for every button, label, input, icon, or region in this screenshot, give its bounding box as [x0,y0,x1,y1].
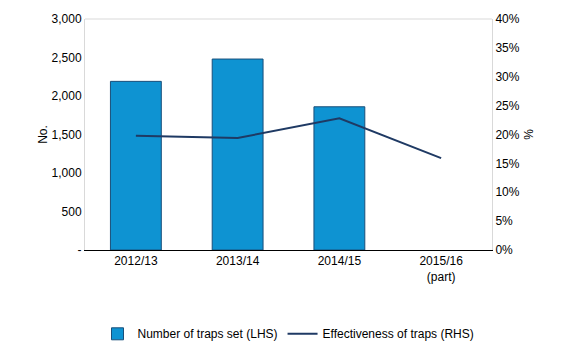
svg-text:1,500: 1,500 [52,128,82,142]
svg-text:2012/13: 2012/13 [114,254,158,268]
svg-text:35%: 35% [495,41,519,55]
svg-text:-: - [78,243,82,257]
svg-text:20%: 20% [495,128,519,142]
svg-text:0%: 0% [495,243,513,257]
svg-text:500: 500 [62,205,82,219]
svg-text:5%: 5% [495,214,513,228]
svg-text:2015/16(part): 2015/16(part) [419,254,463,284]
svg-text:15%: 15% [495,157,519,171]
svg-text:2014/15: 2014/15 [318,254,362,268]
svg-text:1,000: 1,000 [52,166,82,180]
svg-text:2,500: 2,500 [52,51,82,65]
svg-text:3,000: 3,000 [52,12,82,26]
svg-text:2013/14: 2013/14 [216,254,260,268]
svg-text:2,000: 2,000 [52,89,82,103]
svg-text:Effectiveness of traps (RHS): Effectiveness of traps (RHS) [323,327,474,341]
svg-text:Number of traps set (LHS): Number of traps set (LHS) [138,327,278,341]
svg-text:30%: 30% [495,70,519,84]
svg-text:25%: 25% [495,99,519,113]
svg-text:40%: 40% [495,12,519,26]
svg-text:10%: 10% [495,185,519,199]
svg-text:%: % [522,129,536,140]
svg-text:No.: No. [36,125,50,144]
